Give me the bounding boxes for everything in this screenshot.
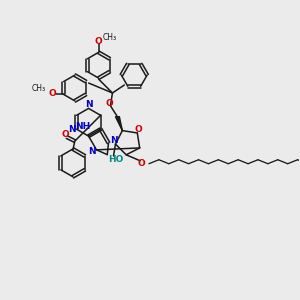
- Text: O: O: [137, 159, 145, 168]
- Polygon shape: [116, 117, 122, 130]
- Text: O: O: [49, 89, 57, 98]
- Text: N: N: [68, 125, 75, 134]
- Text: N: N: [110, 136, 117, 146]
- Text: O: O: [61, 130, 69, 139]
- Text: N: N: [85, 100, 92, 109]
- Text: O: O: [134, 124, 142, 134]
- Text: NH: NH: [75, 122, 90, 131]
- Text: CH₃: CH₃: [103, 33, 117, 42]
- Text: CH₃: CH₃: [32, 84, 46, 93]
- Text: O: O: [106, 99, 113, 108]
- Text: O: O: [95, 37, 103, 46]
- Text: N: N: [88, 147, 95, 156]
- Text: HO: HO: [108, 155, 123, 164]
